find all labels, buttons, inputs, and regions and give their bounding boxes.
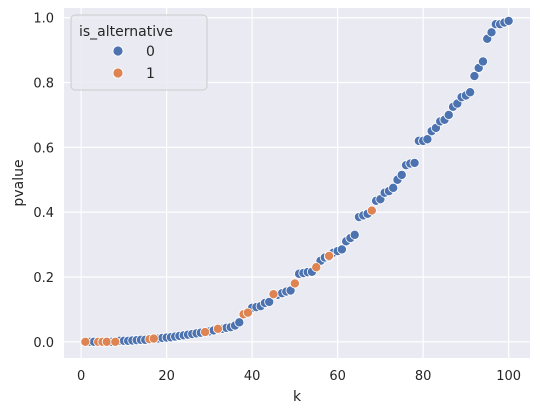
point-series-1	[80, 336, 91, 347]
point-series-0	[465, 87, 476, 98]
legend-label-1: 1	[146, 66, 155, 82]
point-series-0	[349, 229, 360, 240]
legend-marker-1	[112, 67, 124, 79]
point-series-1	[268, 289, 279, 300]
point-series-0	[486, 27, 497, 38]
point-series-0	[469, 71, 480, 82]
x-tick-labels: 0 20 40 60 80 100	[77, 369, 521, 384]
point-series-0	[477, 56, 488, 67]
y-tick-label: 0.4	[33, 206, 54, 221]
point-series-0	[264, 296, 275, 307]
point-series-0	[409, 157, 420, 168]
data-points	[80, 15, 514, 347]
point-series-1	[242, 307, 253, 318]
point-series-1	[148, 333, 159, 344]
y-tick-label: 0.6	[33, 141, 54, 156]
y-tick-labels: 0.0 0.2 0.4 0.6 0.8 1.0	[33, 12, 54, 351]
y-tick-label: 1.0	[33, 12, 54, 27]
x-tick-label: 100	[496, 369, 521, 384]
point-series-0	[396, 169, 407, 180]
x-tick-label: 80	[415, 369, 432, 384]
point-series-1	[324, 250, 335, 261]
y-tick-label: 0.8	[33, 77, 54, 92]
point-series-0	[422, 134, 433, 145]
point-series-1	[366, 205, 377, 216]
point-series-1	[311, 262, 322, 273]
point-series-0	[443, 109, 454, 120]
point-series-1	[101, 336, 112, 347]
x-tick-label: 40	[244, 369, 261, 384]
x-axis-label: k	[293, 389, 302, 405]
x-tick-label: 0	[77, 369, 85, 384]
point-series-0	[503, 15, 514, 26]
x-tick-label: 60	[329, 369, 346, 384]
point-series-1	[200, 327, 211, 338]
legend-marker-0	[112, 45, 124, 57]
point-series-1	[212, 323, 223, 334]
legend-box	[70, 14, 208, 91]
legend-title: is_alternative	[79, 24, 173, 40]
legend-label-0: 0	[146, 44, 155, 60]
x-tick-label: 20	[158, 369, 175, 384]
point-series-0	[234, 317, 245, 328]
y-axis-label: pvalue	[11, 159, 27, 206]
point-series-1	[289, 278, 300, 289]
y-tick-label: 0.0	[33, 336, 54, 351]
y-tick-label: 0.2	[33, 271, 54, 286]
point-series-0	[388, 182, 399, 193]
point-series-1	[110, 336, 121, 347]
point-series-0	[336, 244, 347, 255]
legend: is_alternative 0 1	[70, 14, 208, 91]
